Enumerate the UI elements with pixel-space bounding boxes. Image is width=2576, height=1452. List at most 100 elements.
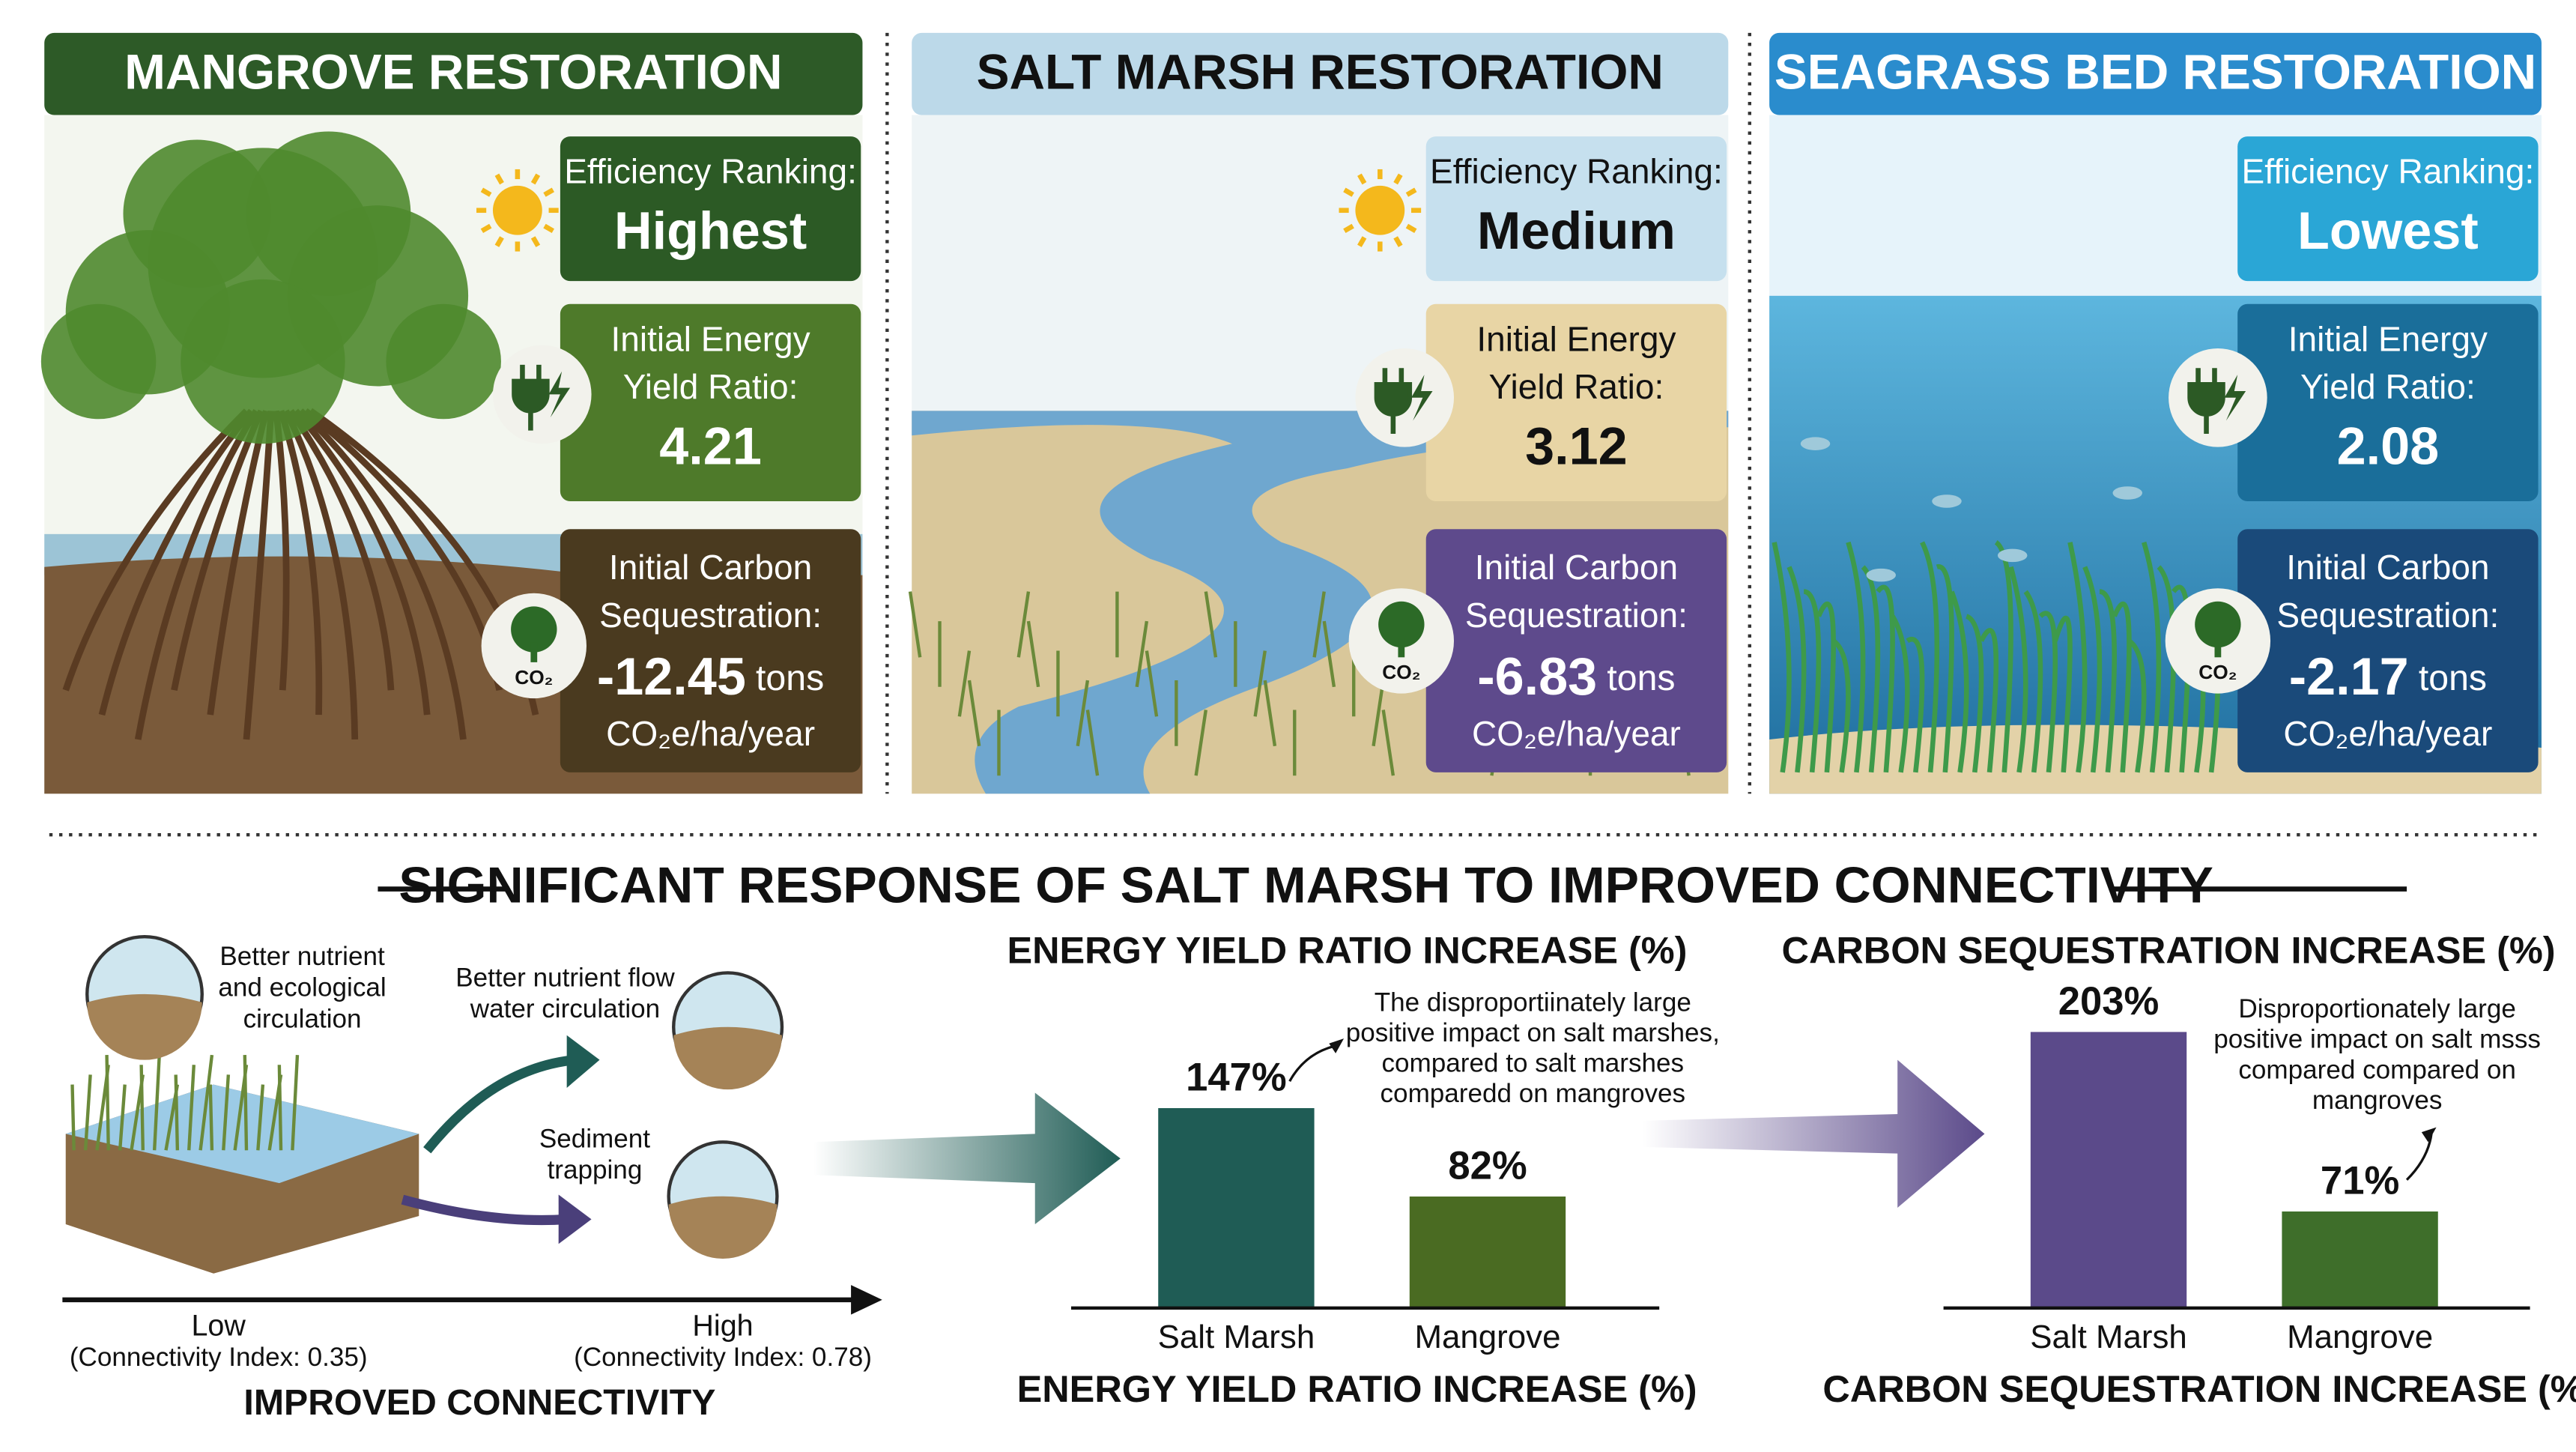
category-label: Mangrove bbox=[2287, 1319, 2433, 1355]
marsh-grass bbox=[187, 1065, 196, 1151]
efficiency-label: Efficiency Ranking: bbox=[564, 152, 857, 191]
tree-trunk bbox=[2214, 638, 2222, 658]
panel-title: SALT MARSH RESTORATION bbox=[977, 43, 1664, 99]
panel-title-bar bbox=[44, 32, 863, 115]
root bbox=[298, 408, 467, 740]
panel-title-bar bbox=[912, 32, 1729, 115]
grass bbox=[1322, 620, 1336, 688]
sun-ray bbox=[543, 223, 555, 234]
x-axis-label: CARBON SEQUESTRATION INCREASE (%) bbox=[1822, 1367, 2576, 1410]
seagrass bbox=[2052, 615, 2073, 773]
seagrass bbox=[2023, 590, 2043, 773]
grass bbox=[1263, 680, 1277, 747]
callout: water circulation bbox=[470, 994, 660, 1023]
carbon-label: Initial Carbon bbox=[1475, 548, 1678, 587]
sun-icon bbox=[492, 185, 542, 235]
fish bbox=[2112, 486, 2142, 500]
root bbox=[62, 408, 249, 692]
sun-ray bbox=[530, 173, 541, 185]
sun-ray bbox=[1357, 236, 1367, 247]
callout: Better nutrient flow bbox=[455, 963, 675, 992]
seagrass bbox=[1803, 589, 1822, 773]
annotation-arrowhead bbox=[1329, 1038, 1345, 1053]
detail-soil bbox=[673, 1026, 782, 1090]
seagrass bbox=[1831, 638, 1851, 773]
marsh-grass bbox=[198, 1054, 214, 1151]
seagrass bbox=[1949, 590, 1969, 773]
category-label: Salt Marsh bbox=[1158, 1319, 1315, 1355]
root bbox=[293, 408, 431, 716]
panel-title: SEAGRASS BED RESTORATION bbox=[1775, 43, 2536, 99]
sun-ray bbox=[543, 187, 555, 197]
callout: Sediment bbox=[539, 1124, 650, 1153]
carbon-value: -6.83 tons bbox=[1477, 647, 1675, 706]
grass bbox=[1253, 650, 1267, 717]
co2-icon-label: CO₂ bbox=[515, 666, 553, 689]
marsh-grass bbox=[118, 1084, 127, 1151]
carbon-unit: tons bbox=[2419, 658, 2487, 698]
efficiency-label: Efficiency Ranking: bbox=[1430, 152, 1723, 191]
bar bbox=[2030, 1032, 2187, 1308]
plug-icon bbox=[512, 364, 550, 431]
carbon-value: -12.45 tons bbox=[597, 647, 824, 706]
efficiency-value: Lowest bbox=[2297, 201, 2479, 260]
seagrass bbox=[2067, 542, 2088, 773]
canopy bbox=[40, 303, 157, 420]
carbon-box bbox=[560, 529, 861, 772]
efficiency-box bbox=[2237, 136, 2539, 282]
canopy bbox=[386, 303, 501, 420]
marsh-grass bbox=[243, 1055, 249, 1151]
seagrass bbox=[1965, 614, 1984, 773]
annotation: comparedd on mangroves bbox=[1381, 1079, 1686, 1108]
tree-trunk bbox=[1398, 638, 1405, 658]
flow-arrow bbox=[423, 1055, 576, 1154]
sun-ray bbox=[530, 236, 541, 247]
energy-label: Initial Energy bbox=[1476, 319, 1676, 358]
flow-arrowhead bbox=[558, 1194, 592, 1244]
carbon-label: Initial Carbon bbox=[609, 548, 812, 587]
sun-ray bbox=[1343, 187, 1354, 197]
energy-label: Yield Ratio: bbox=[623, 367, 798, 406]
panel-title: MANGROVE RESTORATION bbox=[124, 43, 782, 99]
fish bbox=[1997, 548, 2028, 563]
seagrass bbox=[1936, 564, 1954, 773]
seagrass bbox=[1979, 628, 1999, 773]
grass bbox=[967, 680, 981, 747]
value-label: 71% bbox=[2321, 1159, 2399, 1203]
energy-label: Yield Ratio: bbox=[1489, 367, 1664, 406]
panel-title-bar bbox=[1769, 32, 2542, 115]
seagrass bbox=[1890, 614, 1910, 773]
big-arrow bbox=[813, 1092, 1121, 1224]
carbon-label: Initial Carbon bbox=[2286, 548, 2489, 587]
tree-icon bbox=[1378, 601, 1425, 648]
efficiency-value: Highest bbox=[614, 201, 807, 260]
root bbox=[243, 411, 275, 740]
energy-value: 3.12 bbox=[1525, 417, 1628, 476]
seagrass bbox=[2038, 611, 2058, 773]
grass bbox=[1372, 680, 1385, 747]
bolt-icon bbox=[548, 371, 571, 418]
annotation: compared to salt marshes bbox=[1382, 1049, 1685, 1078]
stream bbox=[912, 411, 1729, 794]
root bbox=[134, 409, 259, 740]
tree-icon bbox=[511, 606, 557, 653]
canopy bbox=[246, 131, 411, 296]
seagrass bbox=[1816, 601, 1836, 773]
annotation: The disproportiinately large bbox=[1375, 987, 1691, 1017]
sun-ray bbox=[1405, 223, 1417, 234]
grass bbox=[1381, 710, 1395, 776]
marsh-grass bbox=[291, 1054, 300, 1151]
section-title: SIGNIFICANT RESPONSE OF SALT MARSH TO IM… bbox=[398, 857, 2213, 914]
grass bbox=[1204, 591, 1218, 658]
bar bbox=[1158, 1108, 1315, 1308]
carbon-box bbox=[1425, 529, 1727, 772]
marsh-grass bbox=[277, 1065, 283, 1151]
grass bbox=[908, 591, 922, 658]
chart-title: CARBON SEQUESTRATION INCREASE (%) bbox=[1782, 928, 2556, 971]
canopy bbox=[181, 279, 345, 444]
seagrass bbox=[2142, 541, 2162, 773]
axis-low-index: (Connectivity Index: 0.35) bbox=[70, 1343, 368, 1372]
sun-ray bbox=[480, 187, 492, 197]
